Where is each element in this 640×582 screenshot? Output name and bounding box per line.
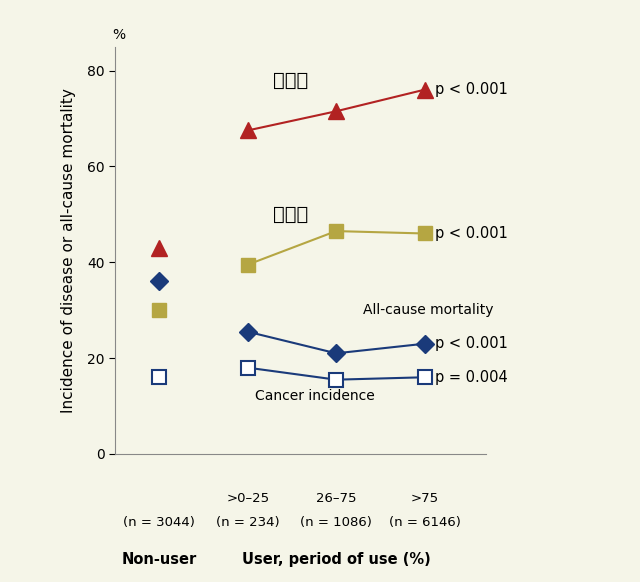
Text: %: % — [112, 28, 125, 42]
Text: 糖尿病: 糖尿病 — [273, 205, 308, 224]
Text: >75: >75 — [410, 492, 438, 505]
Text: p = 0.004: p = 0.004 — [435, 370, 508, 385]
Text: User, period of use (%): User, period of use (%) — [242, 552, 431, 567]
Text: Cancer incidence: Cancer incidence — [255, 389, 374, 403]
Text: 冠心病: 冠心病 — [273, 70, 308, 90]
Text: p < 0.001: p < 0.001 — [435, 82, 508, 97]
Text: (n = 3044): (n = 3044) — [124, 516, 195, 529]
Text: (n = 6146): (n = 6146) — [388, 516, 460, 529]
Text: >0–25: >0–25 — [226, 492, 269, 505]
Text: (n = 234): (n = 234) — [216, 516, 280, 529]
Text: (n = 1086): (n = 1086) — [300, 516, 372, 529]
Text: p < 0.001: p < 0.001 — [435, 226, 508, 241]
Text: Non-user: Non-user — [122, 552, 197, 567]
Text: All-cause mortality: All-cause mortality — [363, 303, 493, 317]
Text: p < 0.001: p < 0.001 — [435, 336, 508, 351]
Text: 26–75: 26–75 — [316, 492, 356, 505]
Y-axis label: Incidence of disease or all-cause mortality: Incidence of disease or all-cause mortal… — [61, 88, 76, 413]
